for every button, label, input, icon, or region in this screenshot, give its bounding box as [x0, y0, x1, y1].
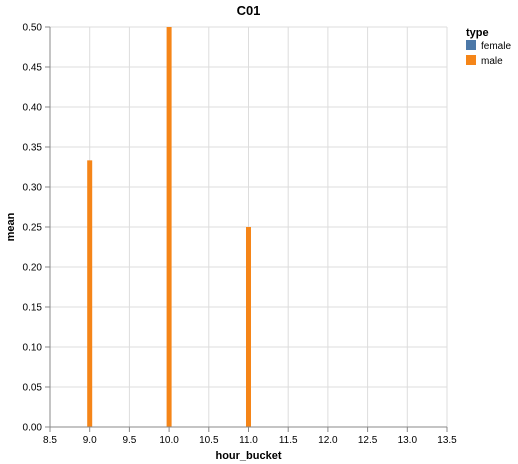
x-tick-label: 10.5 — [199, 435, 219, 446]
legend: type female male — [466, 27, 511, 67]
bar-male — [166, 27, 172, 427]
bar-male — [87, 160, 93, 428]
axes: 0.00 0.05 0.10 0.15 0.20 0.25 0.30 0.35 0.40 0.45… — [23, 23, 458, 447]
legend-label-male: male — [481, 56, 503, 67]
bars — [87, 27, 251, 428]
y-tick-label: 0.10 — [23, 343, 43, 354]
x-tick-label: 13.5 — [437, 435, 457, 446]
y-tick-label: 0.50 — [23, 23, 43, 34]
x-axis-title: hour_bucket — [215, 450, 281, 462]
x-tick-label: 11.0 — [239, 435, 258, 446]
x-tick-label: 12.5 — [358, 435, 378, 446]
y-tick-label: 0.05 — [23, 383, 43, 394]
y-tick-label: 0.45 — [23, 63, 43, 74]
y-axis-title: mean — [5, 212, 17, 241]
y-tick-label: 0.00 — [23, 423, 43, 434]
chart-title: C01 — [237, 3, 261, 18]
x-tick-label: 9.5 — [122, 435, 136, 446]
y-tick-label: 0.20 — [23, 263, 43, 274]
x-tick-label: 12.0 — [318, 435, 338, 446]
x-tick-label: 13.0 — [398, 435, 418, 446]
legend-swatch-female — [466, 40, 476, 50]
legend-label-female: female — [481, 41, 511, 52]
x-tick-label: 11.5 — [279, 435, 298, 446]
legend-title: type — [466, 27, 489, 39]
x-tick-label: 8.5 — [43, 435, 57, 446]
bar-male — [246, 227, 251, 427]
y-tick-label: 0.40 — [23, 103, 43, 114]
legend-swatch-male — [466, 55, 476, 65]
x-tick-label: 9.0 — [83, 435, 97, 446]
y-tick-label: 0.30 — [23, 183, 43, 194]
y-tick-label: 0.35 — [23, 143, 43, 154]
y-tick-label: 0.25 — [23, 223, 43, 234]
y-tick-label: 0.15 — [23, 303, 43, 314]
x-tick-label: 10.0 — [159, 435, 179, 446]
